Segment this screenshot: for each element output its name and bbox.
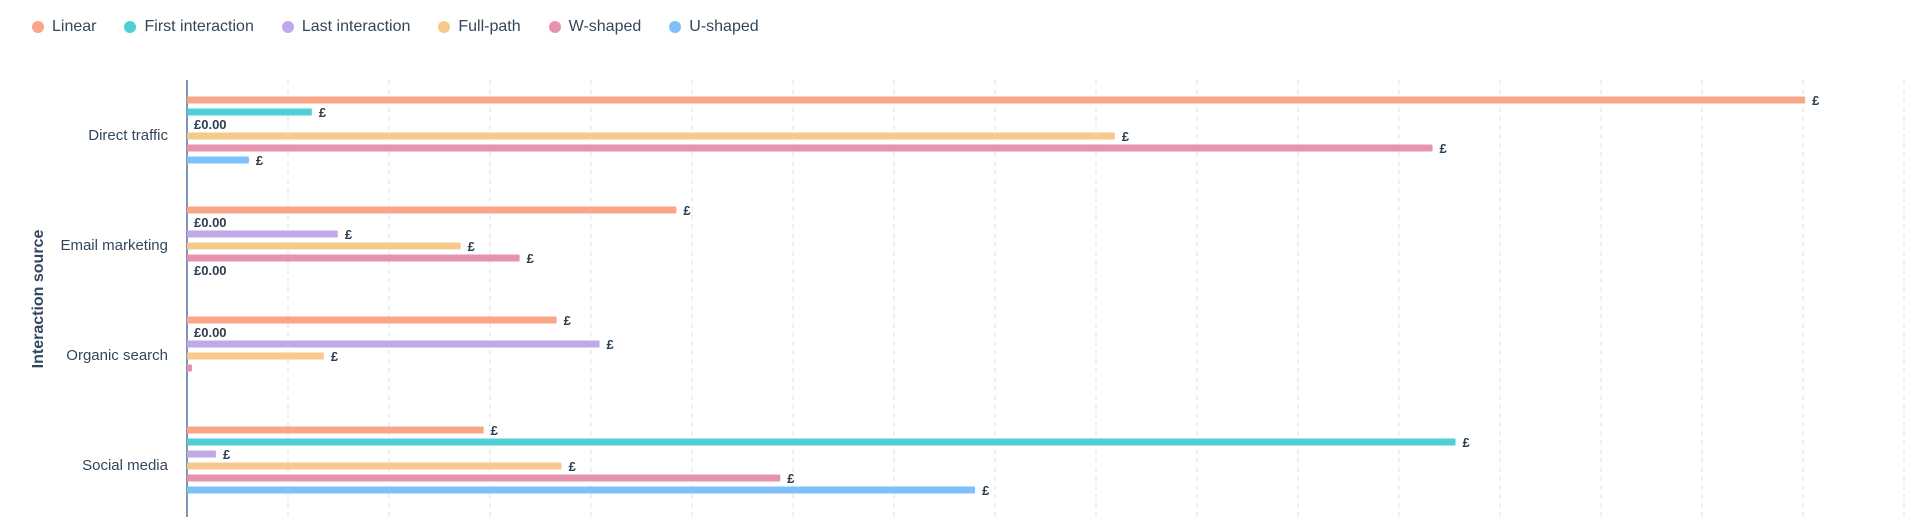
legend-item-linear[interactable]: Linear [32, 18, 96, 36]
bar [187, 426, 484, 434]
bar [187, 156, 249, 164]
data-label: £0.00 [194, 117, 227, 132]
category-label: Direct traffic [88, 127, 168, 144]
bar [187, 242, 461, 250]
data-label: £0.00 [194, 263, 227, 278]
bar [187, 96, 1806, 104]
bar [187, 144, 1433, 152]
bar [187, 450, 216, 458]
bar [187, 206, 677, 214]
bar [187, 340, 600, 348]
bar [187, 230, 338, 238]
legend-item-u-shaped[interactable]: U-shaped [669, 18, 759, 36]
data-label: £ [319, 105, 327, 120]
bar [187, 316, 557, 324]
legend-item-full-path[interactable]: Full-path [438, 18, 521, 36]
category-label: Email marketing [60, 237, 168, 254]
data-label: £ [345, 227, 353, 242]
data-label: £ [1440, 141, 1448, 156]
data-label: £0.00 [194, 215, 227, 230]
legend-label-last-interaction: Last interaction [301, 18, 411, 35]
legend-dot-last-interaction [281, 21, 294, 33]
legend-label-w-shaped: W-shaped [568, 18, 642, 35]
y-axis-title: Interaction source [30, 230, 47, 369]
bar [187, 254, 520, 262]
data-label: £ [223, 447, 231, 462]
category-label: Organic search [66, 347, 168, 364]
bar [187, 132, 1115, 140]
data-label: £ [1463, 435, 1471, 450]
bar [187, 364, 192, 372]
data-label: £ [527, 251, 535, 266]
legend-label-linear: Linear [52, 18, 97, 35]
data-label: £ [491, 423, 499, 438]
bar [187, 474, 781, 482]
legend-dot-full-path [438, 21, 451, 33]
data-label: £ [331, 349, 339, 364]
legend-label-u-shaped: U-shaped [689, 18, 759, 35]
legend-dot-first-interaction [124, 21, 137, 33]
category-label: Social media [82, 457, 169, 474]
legend-dot-w-shaped [548, 21, 561, 33]
legend-dot-u-shaped [669, 21, 682, 33]
data-label: £ [1122, 129, 1130, 144]
bar [187, 438, 1456, 446]
data-label: £ [1812, 93, 1820, 108]
bar [187, 462, 562, 470]
bar [187, 486, 976, 494]
data-label: £ [569, 459, 577, 474]
data-label: £ [683, 203, 691, 218]
data-label: £ [787, 471, 795, 486]
data-label: £ [607, 337, 615, 352]
data-label: £ [256, 153, 264, 168]
data-label: £0.00 [194, 325, 227, 340]
data-label: £ [564, 313, 572, 328]
data-label: £ [468, 239, 476, 254]
chart-legend: Linear First interaction Last interactio… [32, 18, 759, 36]
data-label: £ [982, 483, 990, 498]
legend-item-last-interaction[interactable]: Last interaction [281, 18, 411, 36]
legend-item-first-interaction[interactable]: First interaction [124, 18, 254, 36]
bar [187, 352, 324, 360]
legend-dot-linear [32, 21, 44, 33]
legend-item-w-shaped[interactable]: W-shaped [548, 18, 642, 36]
legend-label-full-path: Full-path [458, 18, 521, 35]
bar [187, 108, 312, 116]
legend-label-first-interaction: First interaction [144, 18, 254, 35]
